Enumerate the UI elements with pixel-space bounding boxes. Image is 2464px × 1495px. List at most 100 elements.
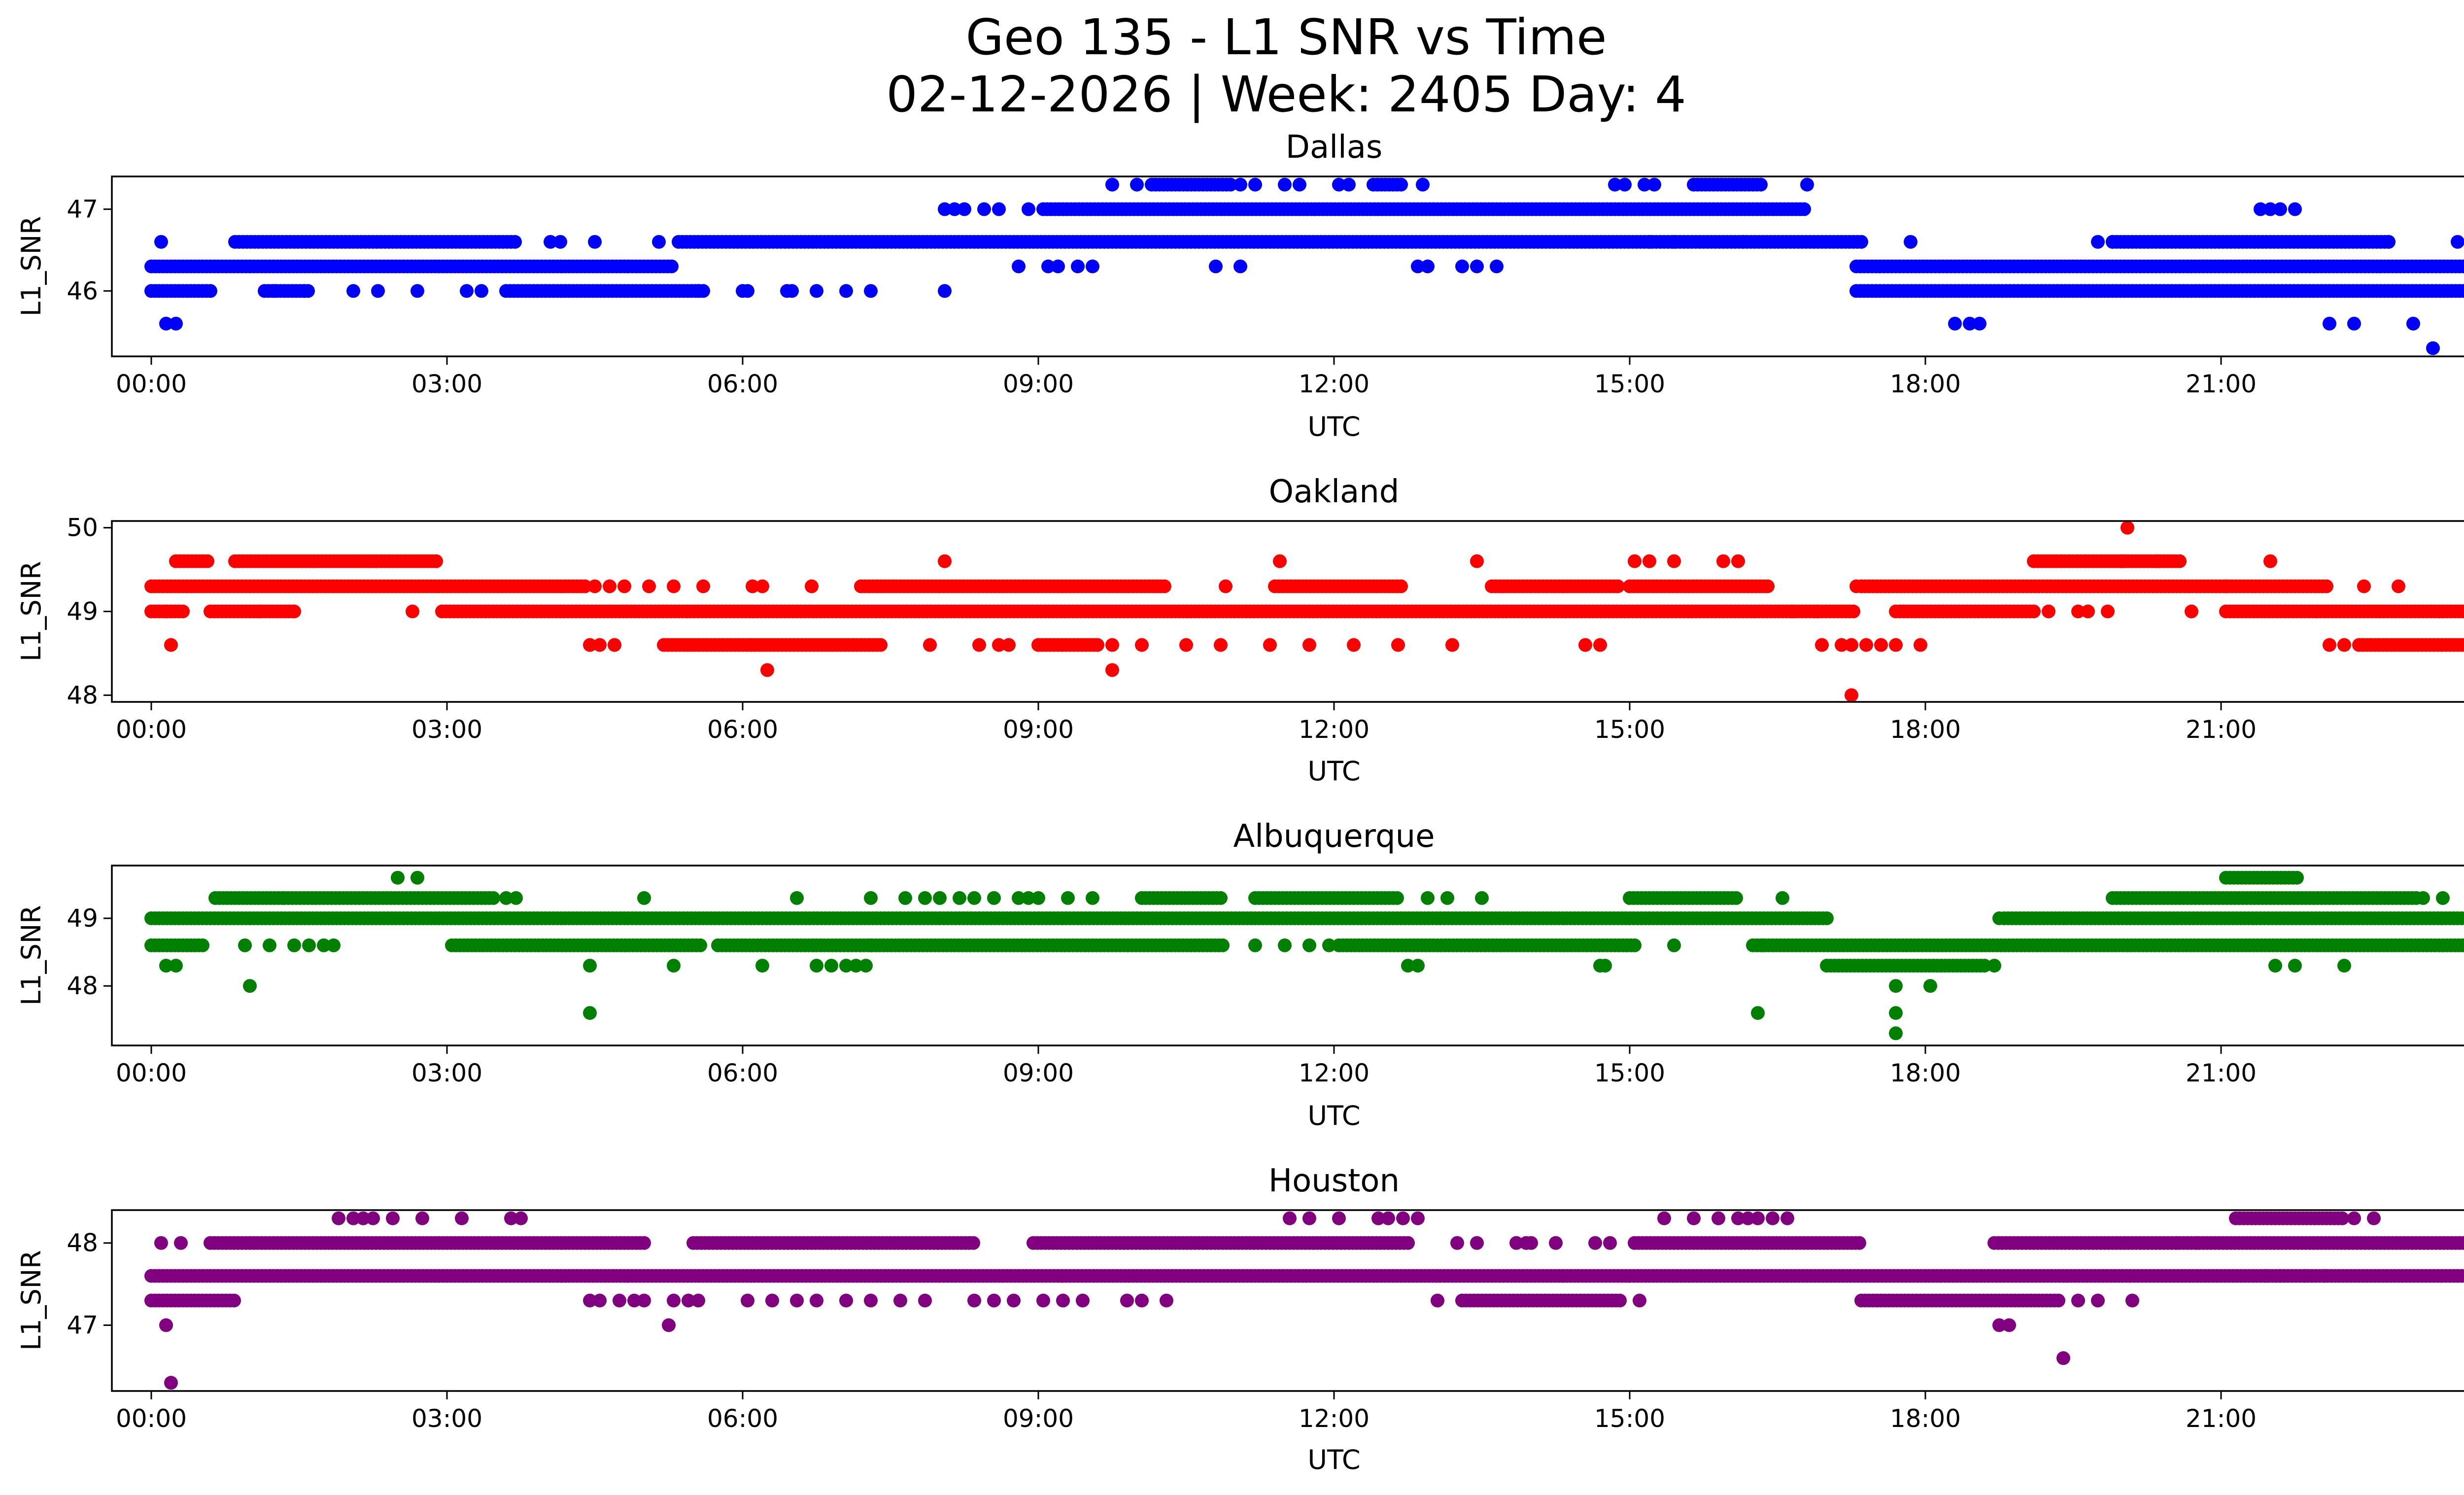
dallas-x-axis-label: UTC xyxy=(1307,411,1360,442)
dallas-data-point xyxy=(1332,177,1346,192)
albuquerque-data-point xyxy=(1729,891,1743,905)
oakland-data-point xyxy=(1394,579,1408,593)
houston-band-2 xyxy=(204,1236,2464,1250)
oakland-data-point xyxy=(1835,638,1848,652)
albuquerque-data-point xyxy=(317,938,331,952)
dallas-data-point xyxy=(1973,316,1986,331)
houston-data-points xyxy=(144,1211,2464,1390)
oakland-data-point xyxy=(1091,638,1104,652)
oakland-data-point xyxy=(2357,579,2371,593)
albuquerque-data-point xyxy=(1086,891,1099,905)
dallas-data-point xyxy=(1342,177,1356,192)
oakland-data-point xyxy=(593,638,607,652)
dallas-x-tick-label: 12:00 xyxy=(1299,370,1369,398)
albuquerque-x-tick-label: 00:00 xyxy=(116,1059,187,1087)
dallas-data-point xyxy=(169,316,183,331)
albuquerque-data-point xyxy=(2463,914,2464,923)
oakland-data-point xyxy=(2101,604,2115,619)
oakland-data-point xyxy=(1002,638,1016,652)
albuquerque-data-point xyxy=(2460,939,2464,952)
oakland-data-point xyxy=(2116,554,2129,568)
dallas-data-point xyxy=(1012,259,1026,274)
oakland-data-point xyxy=(874,638,888,652)
albuquerque-data-point xyxy=(933,891,947,905)
dallas-data-point xyxy=(1278,177,1292,192)
albuquerque-x-ticks: 00:00 03:00 06:00 09:00 12:00 15:00 18:00 21:00… xyxy=(116,1045,2257,1087)
dallas-data-point xyxy=(1411,259,1425,274)
oakland-data-point xyxy=(583,638,597,652)
oakland-band-1 xyxy=(144,604,2464,619)
oakland-data-point xyxy=(1135,638,1149,652)
dallas-data-point xyxy=(2263,202,2277,216)
dallas-data-point xyxy=(1667,235,1681,249)
oakland-axes-frame xyxy=(111,520,2464,703)
oakland-data-point xyxy=(1445,638,1459,652)
dallas-data-point xyxy=(977,202,991,216)
dallas-data-point xyxy=(1394,177,1408,192)
albuquerque-data-point xyxy=(864,938,878,952)
albuquerque-data-point xyxy=(1440,891,1454,905)
dallas-data-point xyxy=(2382,235,2396,249)
albuquerque-x-tick-label: 12:00 xyxy=(1299,1059,1369,1087)
albuquerque-data-point xyxy=(391,870,405,885)
houston-band-0 xyxy=(144,1293,2065,1308)
oakland-data-point xyxy=(1302,638,1316,652)
dallas-data-point xyxy=(1638,177,1651,192)
albuquerque-data-point xyxy=(849,959,863,973)
albuquerque-data-point xyxy=(1401,959,1415,973)
albuquerque-data-point xyxy=(411,870,424,885)
oakland-data-point xyxy=(667,579,681,593)
oakland-x-tick-label: 06:00 xyxy=(707,715,778,744)
dallas-data-point xyxy=(2273,202,2287,216)
dallas-data-point xyxy=(2347,316,2361,331)
albuquerque-data-point xyxy=(2290,870,2304,885)
albuquerque-data-point xyxy=(1923,979,1937,993)
dallas-data-point xyxy=(2406,316,2420,331)
albuquerque-panel: Albuquerque 00:00 03:00 06:00 09:00 12:00 15:… xyxy=(16,818,2464,1131)
figure-title-line1: Geo 135 - L1 SNR vs Time xyxy=(966,8,1607,66)
albuquerque-data-point xyxy=(196,938,209,952)
albuquerque-data-point xyxy=(667,959,681,973)
houston-data-point xyxy=(2052,1293,2065,1308)
dallas-data-point xyxy=(553,235,567,249)
oakland-data-point xyxy=(1810,604,1824,619)
dallas-data-point xyxy=(2461,260,2464,273)
dallas-data-point xyxy=(948,202,961,216)
oakland-data-point xyxy=(1845,638,1858,652)
albuquerque-band-3 xyxy=(208,891,2423,905)
albuquerque-x-tick-label: 06:00 xyxy=(707,1059,778,1087)
houston-data-point xyxy=(2463,1271,2464,1281)
houston-data-point xyxy=(966,1236,980,1250)
oakland-data-point xyxy=(1849,579,1863,593)
dallas-data-point xyxy=(1647,177,1661,192)
albuquerque-data-point xyxy=(499,891,513,905)
houston-panel: Houston 00:00 03:00 06:00 09:00 12:00 15:00 18… xyxy=(16,1163,2464,1475)
albuquerque-data-point xyxy=(583,959,597,973)
albuquerque-data-point xyxy=(1992,911,2006,925)
oakland-data-point xyxy=(617,579,631,593)
albuquerque-data-point xyxy=(1278,938,1292,952)
oakland-y-tick-label: 50 xyxy=(67,514,98,542)
dallas-band-3 xyxy=(1036,202,1811,216)
albuquerque-data-point xyxy=(1889,1026,1903,1041)
oakland-data-point xyxy=(2392,579,2405,593)
oakland-data-point xyxy=(2150,554,2164,568)
oakland-x-tick-label: 00:00 xyxy=(116,715,187,744)
dallas-data-point xyxy=(1948,316,1962,331)
dallas-data-point xyxy=(785,284,799,298)
oakland-data-point xyxy=(1214,638,1228,652)
oakland-x-tick-label: 21:00 xyxy=(2186,715,2257,744)
houston-band-1 xyxy=(144,1269,2464,1283)
oakland-x-tick-label: 09:00 xyxy=(1003,715,1074,744)
dallas-data-point xyxy=(1293,177,1306,192)
dallas-data-point xyxy=(508,235,522,249)
albuquerque-data-point xyxy=(1302,938,1316,952)
houston-title: Houston xyxy=(1268,1163,1400,1199)
dallas-x-tick-label: 18:00 xyxy=(1890,370,1961,398)
dallas-data-point xyxy=(154,235,168,249)
dallas-data-point xyxy=(2451,235,2464,249)
albuquerque-data-point xyxy=(1061,891,1075,905)
albuquerque-data-point xyxy=(1248,938,1262,952)
